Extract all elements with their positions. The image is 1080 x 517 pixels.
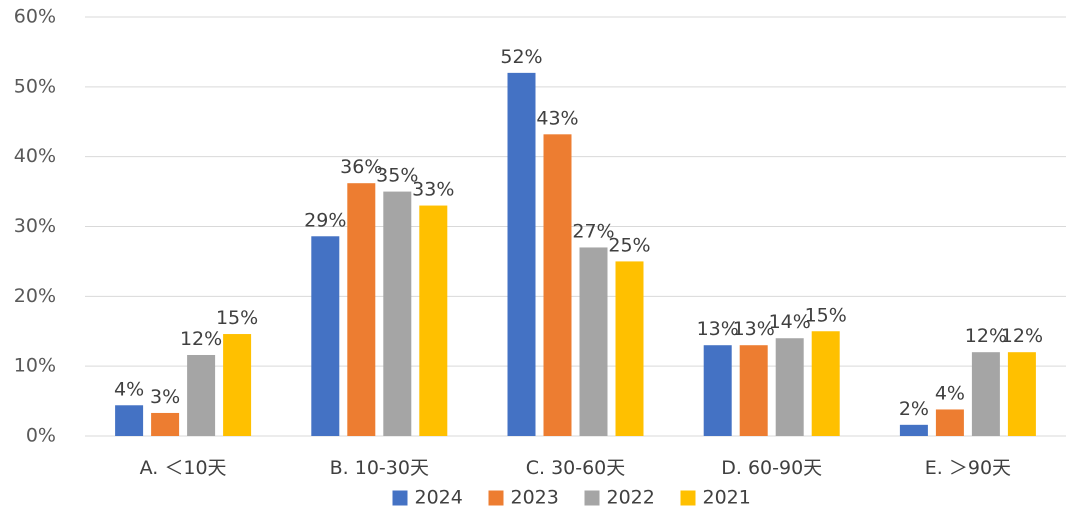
data-label: 15% <box>216 307 258 329</box>
data-label: 36% <box>340 156 382 178</box>
data-label: 12% <box>1001 325 1043 347</box>
bar <box>507 72 536 436</box>
data-label: 3% <box>150 386 180 408</box>
x-tick-label: E. ＞90天 <box>925 457 1011 479</box>
legend-label: 2021 <box>703 487 751 509</box>
x-tick-label: B. 10-30天 <box>330 457 429 479</box>
legend-swatch <box>488 490 504 506</box>
bar <box>115 405 144 436</box>
x-tick-label: C. 30-60天 <box>526 457 626 479</box>
bar <box>899 424 928 436</box>
data-label: 25% <box>608 234 650 256</box>
bar <box>579 247 608 436</box>
bar <box>935 409 964 436</box>
bar <box>703 345 732 436</box>
y-tick-label: 20% <box>14 285 56 307</box>
legend-swatch <box>584 490 600 506</box>
bar <box>311 236 340 436</box>
data-label: 43% <box>536 107 578 129</box>
legend-label: 2023 <box>511 487 559 509</box>
x-tick-label: A. ＜10天 <box>140 457 227 479</box>
y-tick-label: 0% <box>26 425 56 447</box>
bar <box>383 191 412 436</box>
data-label: 33% <box>412 179 454 201</box>
data-label: 15% <box>805 304 847 326</box>
data-label: 52% <box>500 46 542 68</box>
y-tick-label: 30% <box>14 215 56 237</box>
bar <box>615 261 644 436</box>
x-tick-label: D. 60-90天 <box>721 457 822 479</box>
data-label: 13% <box>697 318 739 340</box>
bar <box>1007 352 1036 436</box>
y-tick-label: 50% <box>14 75 56 97</box>
bar <box>739 345 768 436</box>
data-label: 29% <box>304 209 346 231</box>
bars <box>115 72 1036 436</box>
y-tick-label: 40% <box>14 145 56 167</box>
legend: 2024 2023 2022 2021 <box>392 487 751 509</box>
legend-swatch <box>680 490 696 506</box>
data-label: 12% <box>180 328 222 350</box>
y-tick-label: 60% <box>14 6 56 28</box>
bar <box>187 354 216 436</box>
data-labels: 4% 3%12%15%29%36%35%33%52%43%27%25%13%13%… <box>114 46 1043 420</box>
y-axis-ticks: 0% 10% 20% 30% 40% 50% 60% <box>14 6 56 447</box>
bar <box>419 205 448 436</box>
data-label: 2% <box>899 398 929 420</box>
data-label: 12% <box>965 325 1007 347</box>
bar <box>971 352 1000 436</box>
legend-label: 2024 <box>415 487 463 509</box>
data-label: 4% <box>935 382 965 404</box>
data-label: 4% <box>114 378 144 400</box>
bar <box>543 134 572 436</box>
data-label: 27% <box>572 220 614 242</box>
data-label: 35% <box>376 165 418 187</box>
data-label: 13% <box>733 318 775 340</box>
x-axis-ticks: A. ＜10天 B. 10-30天 C. 30-60天 D. 60-90天 E. ＞90… <box>140 457 1011 479</box>
legend-label: 2022 <box>607 487 655 509</box>
data-label: 14% <box>769 311 811 333</box>
bar <box>151 412 180 436</box>
bar <box>347 183 376 436</box>
bar <box>223 334 252 436</box>
bar <box>811 331 840 436</box>
y-tick-label: 10% <box>14 355 56 377</box>
legend-swatch <box>392 490 408 506</box>
bar <box>775 338 804 436</box>
